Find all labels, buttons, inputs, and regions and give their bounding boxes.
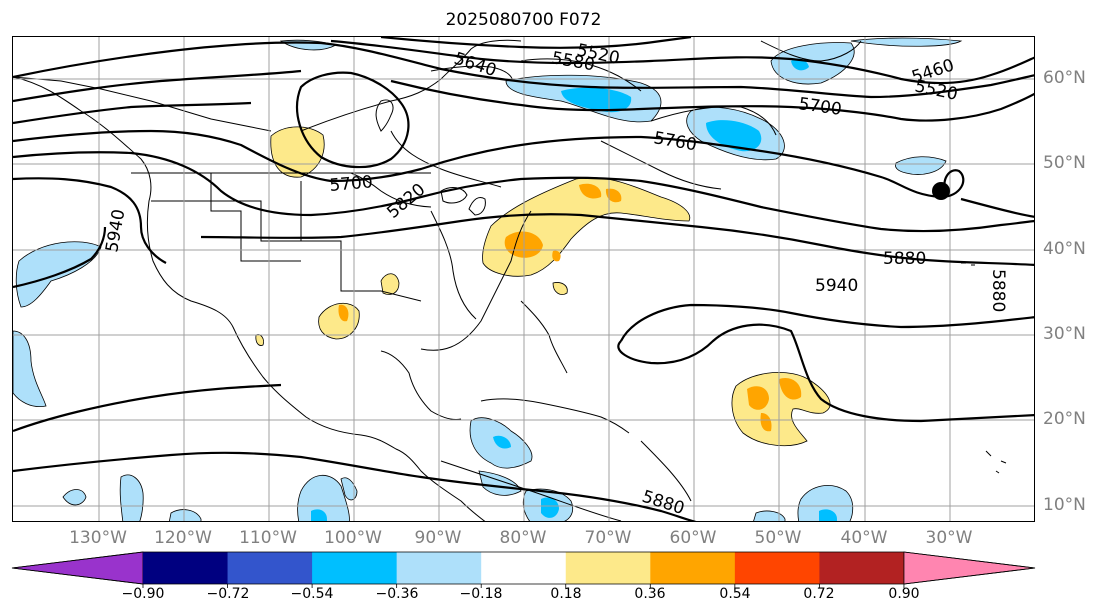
contour-label: 5940 — [102, 208, 129, 254]
colorbar-cell — [734, 552, 820, 584]
contour-label-group: 5520 5580 5640 5460 5520 5700 5760 5700 … — [102, 40, 1008, 519]
longitude-label: 50°W — [754, 528, 802, 548]
colorbar-tick: 0.72 — [803, 586, 835, 602]
colorbar-tick: −0.54 — [290, 586, 334, 602]
colorbar-arrow-min — [11, 551, 144, 585]
anomaly-shading — [13, 37, 963, 521]
latitude-label: 20°N — [1043, 409, 1086, 429]
colorbar-cell — [396, 552, 482, 584]
colorbar-tick: 0.18 — [550, 586, 582, 602]
low-center-marker — [932, 182, 950, 200]
longitude-label: 70°W — [584, 528, 632, 548]
contour-label: 5880 — [883, 249, 926, 269]
longitude-label: 80°W — [499, 528, 547, 548]
colorbar-cell — [819, 552, 905, 584]
latitude-label: 40°N — [1043, 239, 1086, 259]
latitude-label: 30°N — [1043, 324, 1086, 344]
colorbar-tick: −0.36 — [375, 586, 419, 602]
colorbar-arrow-max — [903, 551, 1036, 585]
colorbar-tick: 0.54 — [719, 586, 751, 602]
colorbar-cell — [312, 552, 398, 584]
colorbar-cell — [565, 552, 651, 584]
latitude-label: 50°N — [1043, 153, 1086, 173]
colorbar-cell — [143, 552, 229, 584]
colorbar-tick: 0.90 — [888, 586, 920, 602]
colorbar-tick: −0.72 — [206, 586, 250, 602]
colorbar-tick: −0.18 — [459, 586, 503, 602]
colorbar-cell — [650, 552, 736, 584]
longitude-label: 110°W — [239, 528, 297, 548]
contour-label: 5700 — [797, 94, 843, 120]
map-title: 2025080700 F072 — [445, 10, 602, 30]
coastlines — [13, 39, 1007, 521]
map-canvas: 5520 5580 5640 5460 5520 5700 5760 5700 … — [13, 37, 1034, 521]
positive-anomaly-strong — [338, 183, 802, 432]
colorbar-cell — [227, 552, 313, 584]
longitude-label: 120°W — [154, 528, 212, 548]
contour-label: 5520 — [913, 76, 959, 105]
colorbar — [11, 551, 1036, 588]
contour-label: 5880 — [639, 487, 686, 519]
longitude-label: 130°W — [69, 528, 127, 548]
longitude-label: 30°W — [925, 528, 973, 548]
longitude-label: 40°W — [840, 528, 888, 548]
colorbar-tick: 0.36 — [634, 586, 666, 602]
contour-label: 5820 — [383, 180, 429, 223]
contour-label: 5700 — [329, 172, 374, 196]
graticule — [13, 37, 1034, 521]
colorbar-tick: −0.90 — [121, 586, 165, 602]
contour-label: 5880 — [988, 269, 1008, 312]
latitude-label: 60°N — [1043, 68, 1086, 88]
map-panel[interactable]: 5520 5580 5640 5460 5520 5700 5760 5700 … — [12, 36, 1035, 522]
longitude-label: 100°W — [324, 528, 382, 548]
negative-anomaly-strong — [311, 58, 837, 521]
geopotential-contours — [13, 37, 1034, 521]
longitude-label: 60°W — [669, 528, 717, 548]
contour-label: 5940 — [815, 276, 858, 296]
longitude-label: 90°W — [414, 528, 462, 548]
colorbar-cell — [481, 552, 567, 584]
latitude-label: 10°N — [1043, 495, 1086, 515]
